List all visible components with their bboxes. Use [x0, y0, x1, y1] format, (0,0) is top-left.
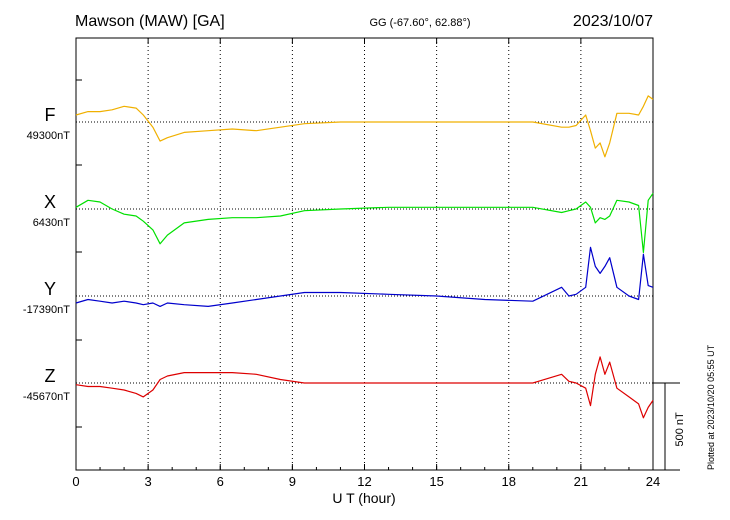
date-label: 2023/10/07: [573, 13, 653, 30]
x-tick-label: 9: [289, 474, 296, 489]
series-layer: F 49300nT X 6430nT Y -17390nT Z -45670nT: [23, 95, 654, 419]
scale-bar-label: 500 nT: [674, 412, 686, 447]
scale-bar: 500 nT: [653, 382, 686, 471]
x-tick-label: 12: [357, 474, 371, 489]
x-tick-label: 6: [217, 474, 224, 489]
x-axis-ticks: 0 3 6 9 12 15 18 21 24: [72, 38, 660, 489]
series-name-y: Y: [44, 279, 56, 299]
x-tick-label: 15: [429, 474, 443, 489]
x-axis-label: U T (hour): [332, 490, 395, 506]
series-name-x: X: [44, 192, 56, 212]
x-tick-label: 0: [72, 474, 79, 489]
series-y: Y -17390nT: [23, 246, 654, 316]
baseline-label-y: -17390nT: [23, 304, 70, 316]
series-name-z: Z: [45, 366, 56, 386]
x-tick-label: 18: [502, 474, 516, 489]
coordinates-label: GG (-67.60°, 62.88°): [369, 17, 470, 29]
plotted-note: Plotted at 2023/10/20 05:55 UT: [706, 344, 716, 470]
baseline-label-f: 49300nT: [27, 130, 71, 142]
baseline-label-x: 6430nT: [33, 217, 71, 229]
x-tick-label: 3: [145, 474, 152, 489]
baseline-label-z: -45670nT: [23, 391, 70, 403]
station-title: Mawson (MAW) [GA]: [75, 13, 225, 30]
series-x: X 6430nT: [33, 192, 654, 254]
series-line-x: [75, 192, 654, 254]
series-line-y: [75, 246, 654, 307]
grid-lines: [147, 38, 582, 470]
x-tick-label: 24: [646, 474, 660, 489]
series-name-f: F: [45, 105, 56, 125]
series-z: Z -45670nT: [23, 356, 654, 419]
x-tick-label: 21: [574, 474, 588, 489]
series-line-f: [75, 95, 654, 158]
series-f: F 49300nT: [27, 95, 654, 158]
series-line-z: [75, 356, 654, 419]
